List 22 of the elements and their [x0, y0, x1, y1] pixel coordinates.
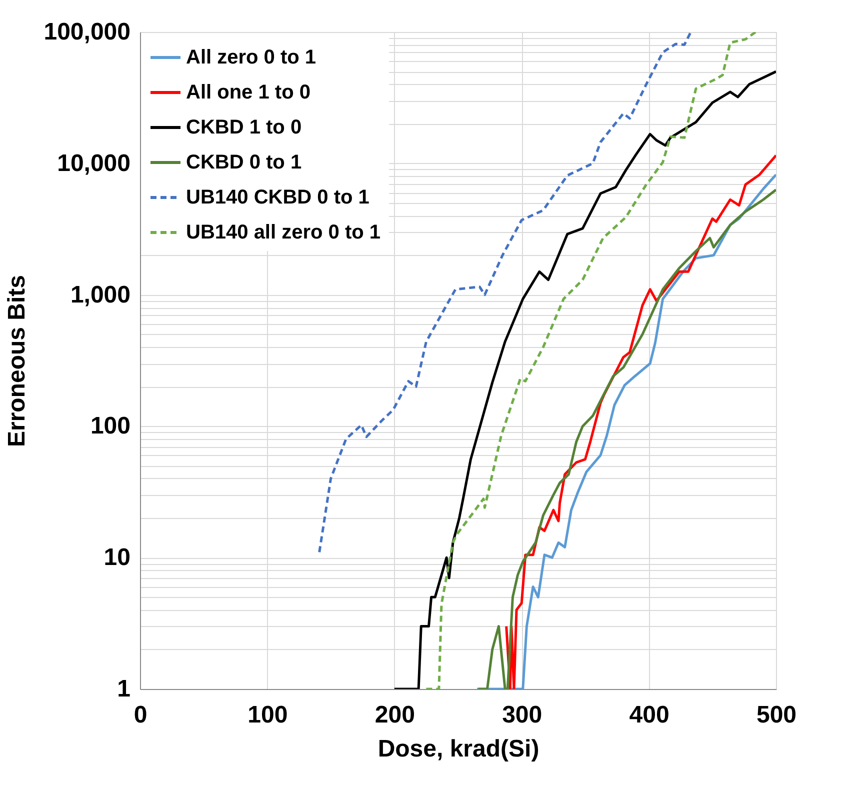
y-tick-label: 1	[117, 676, 130, 702]
legend-label: UB140 all zero 0 to 1	[186, 222, 381, 244]
y-tick-label: 10,000	[57, 150, 130, 177]
x-tick-label: 500	[756, 702, 797, 728]
x-tick-label: 100	[248, 702, 288, 728]
legend-label: CKBD 0 to 1	[186, 152, 302, 174]
legend-label: All one 1 to 0	[186, 82, 310, 104]
line-series	[424, 32, 757, 689]
legend-label: All zero 0 to 1	[186, 46, 316, 68]
legend-label: CKBD 1 to 0	[186, 116, 302, 138]
legend-label: UB140 CKBD 0 to 1	[186, 186, 370, 208]
x-tick-label: 0	[134, 702, 148, 728]
line-series	[393, 70, 776, 689]
y-tick-label: 1,000	[70, 281, 130, 308]
y-tick-label: 10	[104, 544, 130, 572]
x-tick-label: 400	[629, 702, 670, 728]
x-axis-title: Dose, krad(Si)	[378, 736, 540, 762]
y-axis-title: Erroneous Bits	[4, 274, 31, 448]
x-tick-label: 200	[374, 702, 415, 728]
x-tick-label: 300	[502, 702, 542, 728]
y-tick-label: 100	[90, 412, 130, 440]
y-tick-label: 100,000	[44, 18, 130, 46]
